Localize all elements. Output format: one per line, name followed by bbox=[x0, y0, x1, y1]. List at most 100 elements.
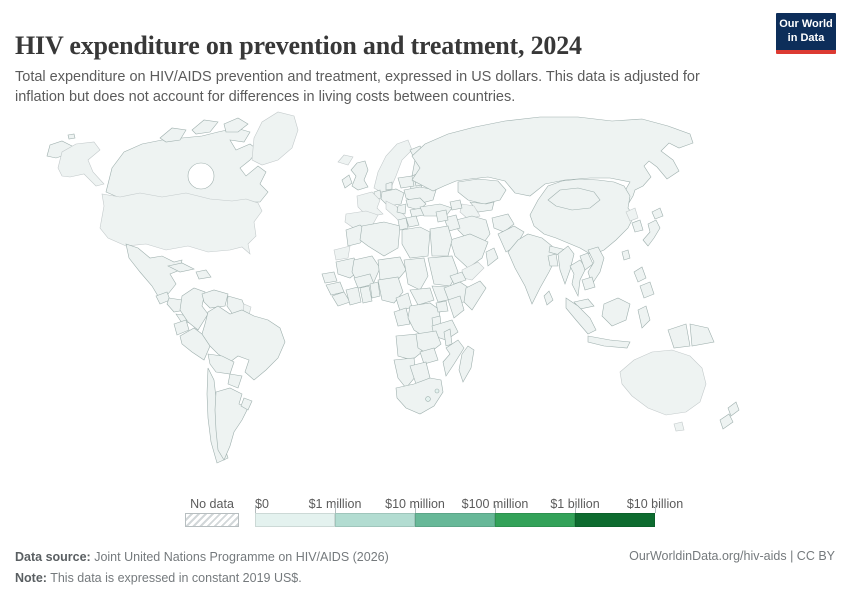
country-borneo[interactable] bbox=[601, 297, 631, 327]
country-united-states-alaska[interactable] bbox=[57, 141, 105, 187]
country-myanmar[interactable] bbox=[557, 245, 575, 285]
owid-logo[interactable]: Our World in Data bbox=[776, 13, 836, 54]
country-indonesia-papua[interactable] bbox=[667, 323, 691, 349]
country-senegal[interactable] bbox=[321, 271, 338, 284]
country-madagascar[interactable] bbox=[458, 345, 475, 383]
country-kenya[interactable] bbox=[447, 295, 465, 319]
country-iceland[interactable] bbox=[337, 154, 354, 166]
country-zimbabwe[interactable] bbox=[419, 347, 439, 365]
country-namibia[interactable] bbox=[393, 357, 417, 389]
country-canada-arctic-1[interactable] bbox=[159, 127, 187, 143]
country-peru[interactable] bbox=[179, 327, 211, 361]
country-canada-arctic-3[interactable] bbox=[223, 117, 249, 133]
legend-bar-segment-0[interactable] bbox=[255, 513, 335, 527]
country-afghanistan[interactable] bbox=[491, 213, 515, 233]
legend-bar-segment-4[interactable] bbox=[575, 513, 655, 527]
country-kazakhstan[interactable] bbox=[457, 178, 507, 205]
legend-tick bbox=[255, 505, 256, 513]
country-caucasus[interactable] bbox=[449, 199, 463, 211]
country-greece[interactable] bbox=[405, 215, 420, 228]
country-niger[interactable] bbox=[377, 256, 407, 283]
legend-tick-label-3: $100 million bbox=[461, 497, 529, 511]
country-japan-hokkaido[interactable] bbox=[651, 207, 664, 220]
country-south-korea[interactable] bbox=[631, 219, 644, 233]
country-cote-divoire[interactable] bbox=[345, 286, 362, 306]
country-saudi-arabia[interactable] bbox=[449, 233, 489, 269]
country-paraguay[interactable] bbox=[227, 373, 243, 389]
country-gabon-congo[interactable] bbox=[393, 307, 411, 327]
country-uganda[interactable] bbox=[435, 300, 449, 313]
country-indonesia-sulawesi[interactable] bbox=[637, 305, 651, 329]
country-venezuela[interactable] bbox=[201, 289, 229, 309]
data-source-text: Joint United Nations Programme on HIV/AI… bbox=[90, 550, 389, 564]
legend-bar-segment-3[interactable] bbox=[495, 513, 575, 527]
country-bangladesh[interactable] bbox=[547, 253, 559, 267]
country-philippines-luzon[interactable] bbox=[633, 266, 647, 283]
country-central-african-republic[interactable] bbox=[409, 287, 435, 306]
country-taiwan[interactable] bbox=[621, 249, 631, 261]
country-levant[interactable] bbox=[435, 209, 449, 223]
country-tunisia[interactable] bbox=[397, 217, 409, 231]
country-egypt[interactable] bbox=[429, 225, 453, 257]
country-lesotho[interactable] bbox=[425, 396, 431, 402]
country-chad[interactable] bbox=[403, 257, 429, 291]
country-new-zealand-north[interactable] bbox=[727, 401, 740, 417]
country-eswatini[interactable] bbox=[434, 388, 440, 394]
legend-bar-segment-1[interactable] bbox=[335, 513, 415, 527]
country-argentina[interactable] bbox=[214, 387, 249, 461]
country-ireland[interactable] bbox=[341, 174, 353, 189]
country-togo-benin[interactable] bbox=[369, 281, 381, 299]
country-western-sahara[interactable] bbox=[333, 245, 351, 261]
country-japan[interactable] bbox=[642, 219, 661, 247]
country-uruguay[interactable] bbox=[240, 397, 253, 411]
country-papua-new-guinea[interactable] bbox=[689, 323, 715, 347]
country-united-states[interactable] bbox=[99, 192, 263, 255]
country-eritrea-djibouti[interactable] bbox=[449, 271, 467, 285]
country-greenland[interactable] bbox=[251, 111, 299, 166]
country-libya[interactable] bbox=[401, 226, 431, 259]
credit-link[interactable]: OurWorldinData.org/hiv-aids | CC BY bbox=[629, 549, 835, 563]
country-russia[interactable] bbox=[411, 116, 694, 207]
country-iran[interactable] bbox=[455, 215, 491, 246]
country-indonesia-java[interactable] bbox=[587, 335, 631, 349]
country-north-korea[interactable] bbox=[625, 207, 639, 222]
country-tasmania[interactable] bbox=[673, 421, 685, 432]
country-thailand[interactable] bbox=[569, 259, 587, 298]
country-somalia[interactable] bbox=[463, 280, 487, 311]
country-angola[interactable] bbox=[395, 333, 423, 361]
country-brazil[interactable] bbox=[201, 305, 286, 381]
legend-no-data-swatch[interactable] bbox=[185, 513, 239, 527]
hudson-bay bbox=[187, 162, 215, 190]
country-philippines-mindanao[interactable] bbox=[639, 281, 655, 299]
owid-logo-line1: Our World bbox=[779, 18, 833, 30]
country-cambodia[interactable] bbox=[581, 276, 596, 291]
country-balkans[interactable] bbox=[396, 203, 407, 215]
country-ecuador[interactable] bbox=[173, 319, 190, 336]
country-south-africa[interactable] bbox=[395, 377, 444, 415]
country-indonesia-sumatra[interactable] bbox=[565, 297, 597, 335]
country-australia[interactable] bbox=[619, 349, 707, 416]
country-ghana[interactable] bbox=[359, 285, 373, 304]
country-vietnam[interactable] bbox=[587, 246, 605, 285]
country-united-kingdom[interactable] bbox=[350, 160, 369, 191]
country-mongolia[interactable] bbox=[547, 187, 601, 211]
country-haiti-dominican-republic[interactable] bbox=[195, 269, 212, 280]
legend-bar-segment-2[interactable] bbox=[415, 513, 495, 527]
country-cuba[interactable] bbox=[167, 262, 195, 273]
legend-tick bbox=[415, 505, 416, 513]
note-line: Note: This data is expressed in constant… bbox=[15, 568, 389, 589]
country-oman[interactable] bbox=[485, 247, 499, 267]
country-mozambique[interactable] bbox=[442, 339, 465, 377]
country-france[interactable] bbox=[356, 191, 384, 218]
country-central-europe[interactable] bbox=[380, 188, 405, 207]
country-algeria[interactable] bbox=[359, 221, 401, 257]
country-mexico[interactable] bbox=[125, 243, 183, 297]
country-sri-lanka[interactable] bbox=[543, 290, 554, 306]
country-poland[interactable] bbox=[397, 175, 415, 189]
country-denmark[interactable] bbox=[385, 181, 393, 191]
country-canada-arctic-2[interactable] bbox=[191, 119, 219, 135]
country-new-zealand-south[interactable] bbox=[719, 413, 734, 430]
country-russia-wrangel[interactable] bbox=[67, 133, 76, 140]
country-turkey[interactable] bbox=[419, 203, 453, 217]
